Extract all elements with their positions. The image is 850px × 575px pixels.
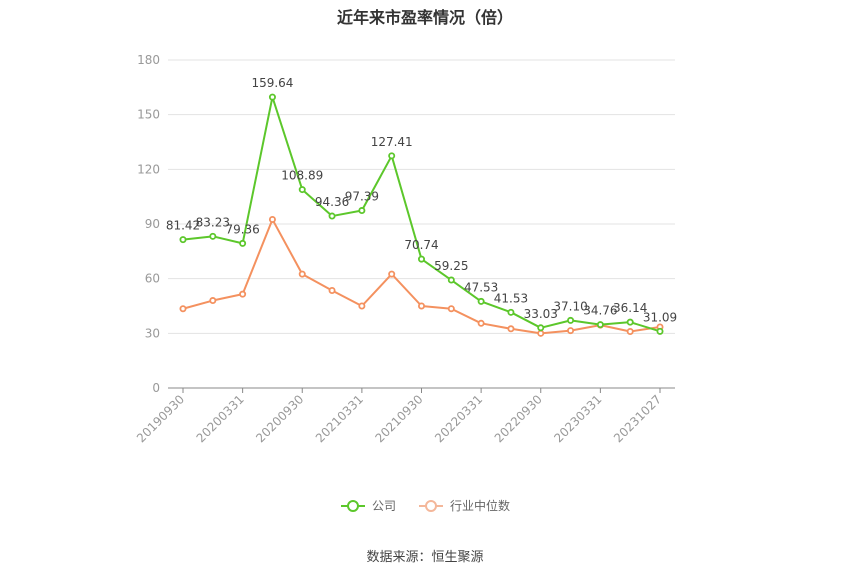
x-tick-label: 20190930 [134, 392, 187, 445]
data-point-industry-median [268, 215, 276, 223]
data-point-industry-median [239, 290, 247, 298]
data-point-company [507, 308, 515, 316]
data-point-company [417, 255, 425, 263]
data-label-company: 34.76 [583, 304, 617, 318]
grid-lines [168, 59, 675, 334]
y-tick-label: 0 [152, 381, 160, 395]
data-source: 数据来源：恒生聚源 [366, 550, 484, 565]
data-point-company [239, 239, 247, 247]
y-tick-label: 60 [145, 272, 160, 286]
data-label-company: 127.41 [371, 135, 413, 149]
data-point-industry-median [388, 270, 396, 278]
data-point-company [477, 297, 485, 305]
data-label-company: 79.36 [225, 222, 259, 236]
data-point-company [358, 207, 366, 215]
data-point-industry-median [537, 329, 545, 337]
data-point-company [179, 236, 187, 244]
y-tick-label: 30 [145, 326, 160, 340]
x-tick-label: 20200930 [253, 392, 306, 445]
data-point-industry-median [328, 287, 336, 295]
data-label-company: 33.03 [524, 307, 558, 321]
legend-label-industry-median: 行业中位数 [450, 499, 511, 513]
data-point-industry-median [447, 305, 455, 313]
legend-item-company[interactable]: 公司 [340, 497, 396, 514]
y-tick-label: 150 [137, 108, 160, 122]
data-point-company [447, 276, 455, 284]
x-tick-label: 20210331 [313, 392, 366, 445]
y-tick-label: 120 [137, 162, 160, 176]
data-point-company [328, 212, 336, 220]
pe-line-chart: 0 30 60 90 120 150 180 20190930 20200331 20200930… [134, 53, 677, 445]
data-point-company [298, 186, 306, 194]
data-label-company: 108.89 [281, 169, 323, 183]
x-tick-label: 20200331 [194, 392, 247, 445]
data-label-company: 81.42 [166, 219, 200, 233]
y-tick-label: 90 [145, 217, 160, 231]
x-tick-label: 20220331 [432, 392, 485, 445]
data-point-industry-median [209, 297, 217, 305]
legend-label-company: 公司 [371, 499, 396, 513]
data-label-company: 83.23 [196, 215, 230, 229]
data-point-company [567, 316, 575, 324]
data-point-industry-median [358, 302, 366, 310]
data-label-company: 31.09 [643, 310, 677, 324]
series-layer [179, 93, 664, 337]
data-point-company [596, 321, 604, 329]
x-tick-label: 20220930 [492, 392, 545, 445]
data-label-company: 41.53 [494, 291, 528, 305]
data-label-company: 97.39 [345, 190, 379, 204]
legend: 公司 行业中位数 [0, 497, 850, 514]
data-point-industry-median [298, 270, 306, 278]
legend-item-industry-median[interactable]: 行业中位数 [418, 497, 510, 514]
data-label-company: 70.74 [404, 238, 438, 252]
data-point-company [268, 93, 276, 101]
x-tick-label: 20230331 [551, 392, 604, 445]
data-point-industry-median [626, 328, 634, 336]
data-point-company [209, 232, 217, 240]
x-tick-label: 20231027 [611, 392, 664, 445]
data-point-industry-median [179, 305, 187, 313]
legend-company-marker-icon [340, 499, 365, 512]
data-point-company [388, 152, 396, 160]
series-line-company [182, 96, 661, 333]
data-label-company: 36.14 [613, 301, 647, 315]
data-point-company [626, 318, 634, 326]
y-tick-label: 180 [137, 53, 160, 67]
legend-industry-marker-icon [419, 499, 443, 512]
data-point-industry-median [567, 327, 575, 335]
data-point-industry-median [477, 319, 485, 327]
data-label-company: 37.10 [553, 299, 587, 313]
data-point-industry-median [507, 325, 515, 333]
data-point-company [537, 324, 545, 332]
data-label-company: 47.53 [464, 280, 498, 294]
x-tick-label: 20210930 [373, 392, 426, 445]
data-point-company [656, 327, 664, 335]
data-label-company: 59.25 [434, 259, 468, 273]
chart-title: 近年来市盈率情况（倍） [336, 8, 513, 27]
data-label-company: 159.64 [251, 76, 293, 90]
data-label-company: 94.36 [315, 195, 349, 209]
data-point-industry-median [417, 302, 425, 310]
